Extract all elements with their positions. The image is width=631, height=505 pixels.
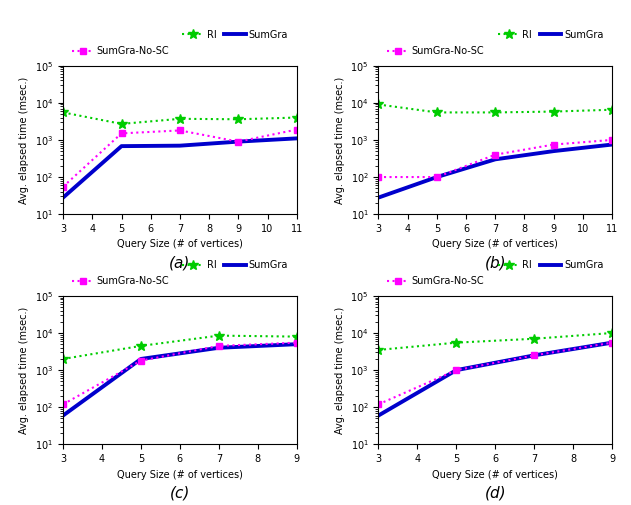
SumGra [492, 157, 499, 163]
SumGra [375, 194, 382, 200]
RI [608, 330, 616, 336]
Text: (a): (a) [169, 256, 191, 271]
Text: (b): (b) [485, 256, 506, 271]
SumGra [375, 413, 382, 419]
SumGra-No-SC [608, 340, 616, 346]
SumGra-No-SC [59, 184, 67, 190]
Legend: SumGra-No-SC: SumGra-No-SC [383, 42, 488, 60]
Line: SumGra: SumGra [379, 343, 612, 416]
SumGra [118, 143, 126, 149]
RI [176, 116, 184, 122]
Legend: SumGra-No-SC: SumGra-No-SC [68, 42, 173, 60]
Y-axis label: Avg. elapsed time (msec.): Avg. elapsed time (msec.) [20, 76, 30, 204]
Line: RI: RI [374, 328, 617, 355]
SumGra-No-SC [608, 137, 616, 143]
SumGra [608, 141, 616, 147]
SumGra [452, 367, 460, 373]
Line: SumGra-No-SC: SumGra-No-SC [59, 126, 300, 190]
SumGra-No-SC [215, 343, 223, 349]
Line: RI: RI [374, 99, 617, 117]
RI [375, 347, 382, 353]
X-axis label: Query Size (# of vertices): Query Size (# of vertices) [432, 470, 558, 480]
SumGra-No-SC [137, 358, 144, 364]
SumGra-No-SC [375, 174, 382, 180]
Legend: SumGra-No-SC: SumGra-No-SC [383, 273, 488, 290]
SumGra-No-SC [59, 401, 67, 408]
SumGra [215, 345, 223, 351]
SumGra [176, 142, 184, 148]
RI [215, 333, 223, 339]
SumGra [531, 352, 538, 359]
Line: SumGra: SumGra [63, 138, 297, 197]
Line: RI: RI [58, 331, 302, 364]
RI [492, 110, 499, 116]
SumGra-No-SC [293, 127, 300, 133]
SumGra [550, 148, 557, 154]
X-axis label: Query Size (# of vertices): Query Size (# of vertices) [432, 239, 558, 249]
SumGra [293, 135, 300, 141]
Text: (c): (c) [170, 486, 190, 501]
SumGra [137, 356, 144, 362]
SumGra-No-SC [531, 352, 538, 359]
Text: (d): (d) [485, 486, 506, 501]
RI [452, 340, 460, 346]
RI [59, 356, 67, 362]
SumGra-No-SC [375, 401, 382, 408]
SumGra [433, 174, 440, 180]
RI [235, 116, 242, 122]
RI [375, 102, 382, 108]
SumGra-No-SC [176, 127, 184, 133]
RI [550, 109, 557, 115]
RI [433, 110, 440, 116]
SumGra-No-SC [235, 138, 242, 144]
SumGra-No-SC [492, 152, 499, 158]
RI [118, 121, 126, 127]
SumGra-No-SC [452, 367, 460, 373]
SumGra-No-SC [293, 340, 300, 346]
Y-axis label: Avg. elapsed time (msec.): Avg. elapsed time (msec.) [334, 307, 345, 434]
RI [293, 115, 300, 121]
SumGra [608, 340, 616, 346]
SumGra [59, 194, 67, 200]
X-axis label: Query Size (# of vertices): Query Size (# of vertices) [117, 239, 243, 249]
X-axis label: Query Size (# of vertices): Query Size (# of vertices) [117, 470, 243, 480]
SumGra [59, 413, 67, 419]
RI [293, 334, 300, 340]
Y-axis label: Avg. elapsed time (msec.): Avg. elapsed time (msec.) [20, 307, 30, 434]
SumGra [293, 341, 300, 347]
SumGra-No-SC [118, 130, 126, 136]
RI [59, 110, 67, 116]
Line: SumGra: SumGra [379, 144, 612, 197]
Line: SumGra: SumGra [63, 344, 297, 416]
Y-axis label: Avg. elapsed time (msec.): Avg. elapsed time (msec.) [334, 76, 345, 204]
SumGra [235, 138, 242, 144]
Line: SumGra-No-SC: SumGra-No-SC [59, 339, 300, 408]
RI [608, 107, 616, 113]
Line: RI: RI [58, 108, 302, 129]
SumGra-No-SC [550, 141, 557, 147]
RI [137, 343, 144, 349]
RI [531, 336, 538, 342]
Line: SumGra-No-SC: SumGra-No-SC [375, 339, 616, 408]
Line: SumGra-No-SC: SumGra-No-SC [375, 136, 616, 180]
SumGra-No-SC [433, 174, 440, 180]
Legend: SumGra-No-SC: SumGra-No-SC [68, 273, 173, 290]
